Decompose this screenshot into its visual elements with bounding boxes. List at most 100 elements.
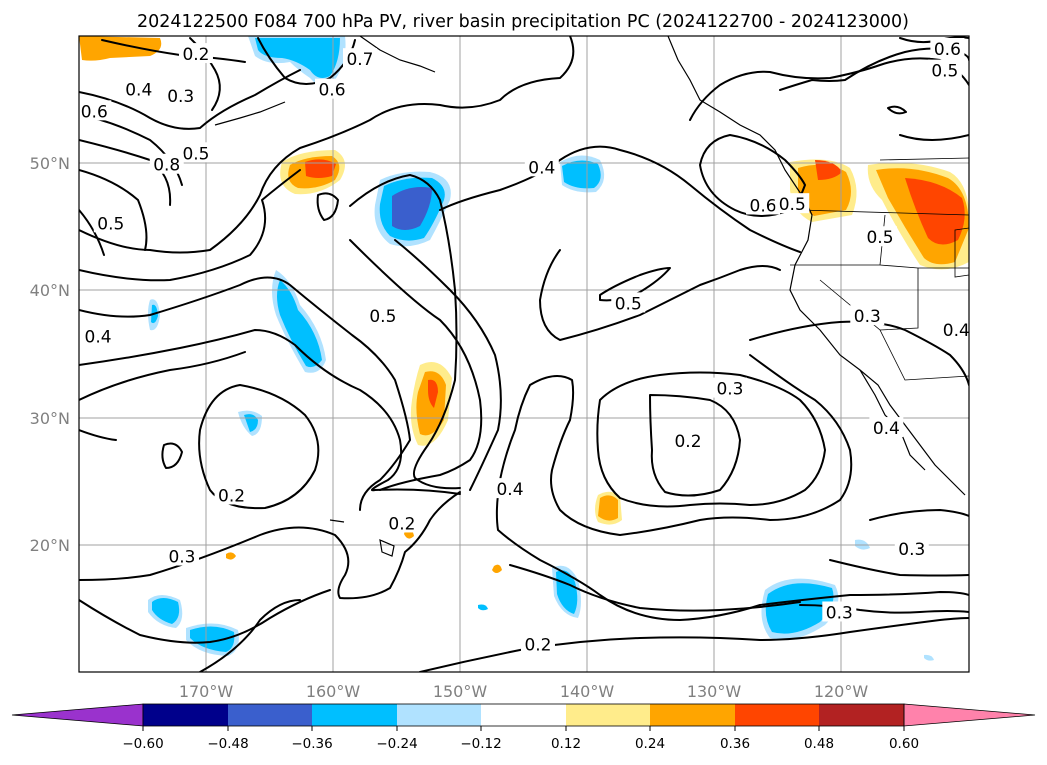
contour-label-text: 0.6 xyxy=(318,81,345,101)
contour-label: 0.5 xyxy=(93,212,128,234)
contour-labels: 0.20.4 0.30.60.50.80.70.60.50.40.50.40.50… xyxy=(79,37,970,655)
contour-label: 0.3 xyxy=(712,377,747,400)
contour-label-text: 0.2 xyxy=(218,486,245,506)
contour-label-text: 0.2 xyxy=(182,45,209,65)
contour-label-background xyxy=(869,417,904,438)
colorbar-tick-label: −0.12 xyxy=(460,736,501,752)
colorbar-segments xyxy=(143,704,904,726)
contour-label-text: 0.7 xyxy=(346,50,373,70)
contour-label: 0.2 xyxy=(178,43,213,65)
colorbar-tick-label: −0.36 xyxy=(291,736,332,752)
contour-label-background xyxy=(520,633,555,654)
colorbar-ticks xyxy=(142,726,905,731)
map-title: 2024122500 F084 700 hPa PV, river basin … xyxy=(137,12,909,32)
contour-label-background xyxy=(163,85,198,106)
colorbar: −0.60 −0.48 −0.36 −0.24 −0.12 0.12 0.24 … xyxy=(11,703,1036,752)
latitude-axis: 50°N 40°N 30°N 20°N xyxy=(30,154,70,555)
colorbar-segment xyxy=(312,704,397,726)
map-background xyxy=(79,36,969,672)
contour-label-text: 0.3 xyxy=(826,603,853,623)
contour-label-text: 0.3 xyxy=(898,540,925,560)
contour-label-text: 0.4 xyxy=(125,81,152,101)
contour-label-background xyxy=(863,226,897,247)
contour-label-background xyxy=(611,292,646,313)
contour-label-background xyxy=(775,193,810,214)
contour-label: 0.2 xyxy=(671,429,706,452)
contour-label-text: 0.4 xyxy=(85,327,112,347)
contour-label: 0.4 xyxy=(524,156,559,178)
colorbar-segment xyxy=(735,704,819,726)
lon-tick-label: 130°W xyxy=(687,682,742,701)
colorbar-segment xyxy=(566,704,650,726)
colorbar-frame xyxy=(142,703,905,727)
contour-label-text: 0.2 xyxy=(524,635,551,655)
contour-label-text: 0.6 xyxy=(750,196,777,216)
contour-label-text: 0.5 xyxy=(866,228,893,248)
contour-label: 0.4 xyxy=(869,417,904,439)
lon-tick-label: 160°W xyxy=(306,682,361,701)
contour-label-background xyxy=(93,212,128,233)
contour-label: 0.6 xyxy=(79,100,112,122)
contour-label-background xyxy=(930,37,965,58)
colorbar-tick-label: 0.12 xyxy=(551,736,581,752)
contour-label-background xyxy=(384,512,419,533)
contour-label: 0.7 xyxy=(342,48,377,70)
lat-tick-label: 40°N xyxy=(30,281,70,300)
colorbar-segment xyxy=(397,704,481,726)
colorbar-segment xyxy=(228,704,312,726)
contour-label-background xyxy=(121,78,156,99)
contour-label: 0.4 xyxy=(81,325,116,347)
contour-label-text: 0.3 xyxy=(168,548,195,568)
contour-label-text: 0.4 xyxy=(496,480,523,500)
colorbar-high-extension xyxy=(903,703,1036,727)
contour-label-background xyxy=(894,537,929,558)
contour-label-background xyxy=(822,601,857,622)
contour-label-background xyxy=(178,142,213,163)
contour-label-text: 0.8 xyxy=(153,156,180,176)
colorbar-segment xyxy=(481,704,566,726)
lon-tick-label: 120°W xyxy=(814,682,869,701)
positive-precip-areas xyxy=(79,36,969,573)
contour-label-background xyxy=(746,194,781,215)
contour-label-text: 0.2 xyxy=(674,432,701,452)
contour-label-text: 0.6 xyxy=(934,40,961,60)
contour-label: 0.3 xyxy=(850,305,885,327)
lat-tick-label: 50°N xyxy=(30,154,70,173)
colorbar-tick-label: 0.48 xyxy=(804,736,834,752)
contour-label-text: 0.6 xyxy=(81,102,108,122)
contour-label: 0.2 xyxy=(214,484,249,506)
contour-label-background xyxy=(342,48,377,69)
contour-label-text: 0.4 xyxy=(943,321,970,341)
contour-label: 0.4 xyxy=(939,319,970,341)
contour-label: 0.5 xyxy=(927,59,962,82)
contour-label-background xyxy=(178,43,213,64)
lon-tick-label: 150°W xyxy=(433,682,488,701)
contour-label-text: 0.2 xyxy=(388,514,415,534)
colorbar-tick-label: −0.48 xyxy=(207,736,248,752)
lon-tick-label: 170°W xyxy=(179,682,234,701)
contour-label: 0.5 xyxy=(863,226,897,248)
colorbar-tick-label: −0.24 xyxy=(376,736,417,752)
contour-label-background xyxy=(939,319,969,340)
contour-label-background xyxy=(164,545,199,566)
contour-label-background xyxy=(927,59,962,80)
contour-label-text: 0.5 xyxy=(369,307,396,327)
contour-label-text: 0.5 xyxy=(779,195,806,215)
lat-tick-label: 30°N xyxy=(30,409,70,428)
contour-label-text: 0.3 xyxy=(716,380,743,400)
contour-label: 0.6 xyxy=(746,194,781,216)
contour-label: 0.4 xyxy=(493,478,528,500)
negative-precip-areas xyxy=(148,36,934,661)
map-frame xyxy=(78,35,970,673)
contour-label-background xyxy=(315,78,350,99)
contour-label-text: 0.5 xyxy=(182,144,209,164)
contour-label-background xyxy=(524,156,559,177)
contour-label-background xyxy=(79,100,112,121)
contour-label: 0.5 xyxy=(365,305,400,327)
contour-label-text: 0.4 xyxy=(873,419,900,439)
colorbar-low-extension xyxy=(11,703,144,727)
contour-label-background xyxy=(850,305,885,326)
colorbar-segment xyxy=(650,704,735,726)
contour-label-background xyxy=(81,325,116,346)
graticule xyxy=(79,36,969,672)
